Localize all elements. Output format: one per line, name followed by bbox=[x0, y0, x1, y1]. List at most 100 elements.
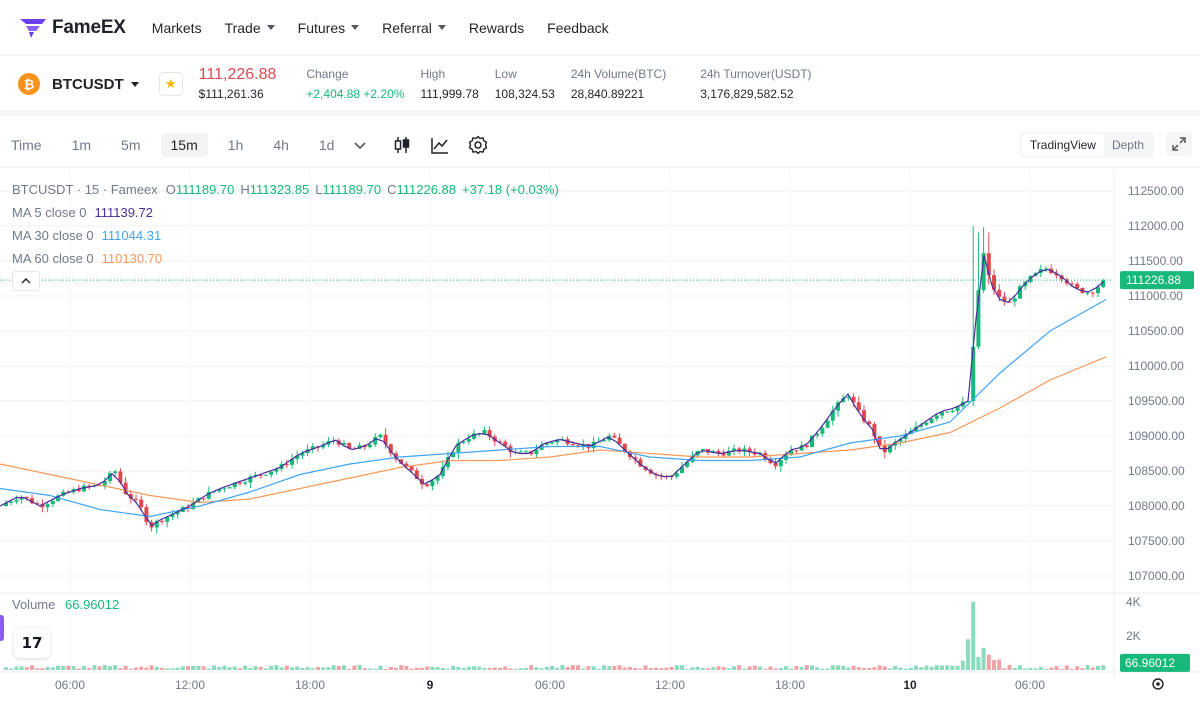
nav-trade[interactable]: Trade bbox=[225, 20, 275, 36]
volume-bar bbox=[316, 666, 320, 670]
candle-body bbox=[981, 253, 986, 291]
candle-body bbox=[425, 484, 430, 487]
nav-rewards[interactable]: Rewards bbox=[469, 20, 524, 36]
volume-bar bbox=[851, 665, 856, 670]
candle-body bbox=[768, 459, 773, 464]
volume-bar bbox=[664, 667, 669, 670]
candle-body bbox=[472, 433, 476, 439]
tradingview-logo-icon[interactable]: 17 bbox=[14, 628, 50, 658]
volume-bar bbox=[108, 666, 112, 670]
volume-bar bbox=[274, 665, 279, 670]
volume-value: 66.96012 bbox=[65, 597, 120, 612]
favorite-star-button[interactable]: ★ bbox=[158, 72, 183, 96]
candle-body bbox=[222, 488, 227, 490]
candle-body bbox=[414, 470, 419, 479]
volume-bar bbox=[45, 666, 50, 670]
volume-bar bbox=[882, 666, 887, 670]
volume-bar bbox=[56, 665, 60, 670]
volume-bar bbox=[929, 666, 934, 670]
candle-body bbox=[4, 502, 8, 506]
candle-body bbox=[747, 448, 752, 453]
volume-bar bbox=[456, 666, 461, 670]
candle-body bbox=[274, 469, 279, 472]
candle-body bbox=[919, 424, 924, 427]
candle-body bbox=[997, 289, 1002, 297]
volume-bar bbox=[1012, 668, 1017, 670]
candle-body bbox=[815, 433, 820, 436]
chart-legend: BTCUSDT · 15 · Fameex O 111189.70 H 111323… bbox=[12, 178, 565, 270]
volume-bar bbox=[971, 601, 976, 670]
volume-bar bbox=[1101, 665, 1106, 670]
volume-bar bbox=[893, 665, 898, 670]
candle-body bbox=[269, 471, 274, 475]
volume-bar bbox=[440, 667, 445, 670]
view-tradingview[interactable]: TradingView bbox=[1021, 134, 1104, 156]
volume-bar bbox=[763, 668, 768, 670]
volume-bar bbox=[253, 666, 258, 670]
collapse-legend-button[interactable] bbox=[12, 271, 40, 291]
volume-bar bbox=[352, 665, 357, 670]
volume-bar bbox=[758, 666, 762, 670]
price-chart[interactable]: 112500.00 112000.00 111500.00 111000.00 1105… bbox=[0, 170, 1200, 697]
candle-body bbox=[732, 448, 736, 451]
symbol-selector[interactable]: BTCUSDT bbox=[52, 76, 139, 93]
fullscreen-button[interactable] bbox=[1166, 132, 1192, 156]
interval-time[interactable]: Time bbox=[11, 136, 42, 153]
candle-body bbox=[680, 467, 684, 474]
side-panel-tab[interactable] bbox=[0, 615, 4, 641]
nav-markets[interactable]: Markets bbox=[152, 20, 202, 36]
volume-bar bbox=[466, 666, 471, 670]
volume-bar bbox=[196, 665, 201, 670]
gear-icon[interactable] bbox=[466, 133, 490, 157]
candlestick-icon[interactable] bbox=[390, 133, 414, 157]
last-price-tag bbox=[1120, 271, 1194, 290]
interval-1h[interactable]: 1h bbox=[227, 136, 244, 153]
nav-referral[interactable]: Referral bbox=[382, 20, 446, 36]
interval-1d[interactable]: 1d bbox=[318, 136, 335, 153]
stat-label: Change bbox=[306, 67, 349, 81]
volume-bar bbox=[180, 666, 185, 670]
interval-4h[interactable]: 4h bbox=[273, 136, 289, 153]
interval-1m[interactable]: 1m bbox=[71, 136, 92, 153]
stat-label: Low bbox=[494, 67, 517, 81]
interval-15m[interactable]: 15m bbox=[160, 132, 208, 157]
ma60-value: 110130.70 bbox=[101, 251, 163, 266]
volume-bar bbox=[560, 664, 565, 670]
candle-body bbox=[799, 445, 804, 451]
brand-logo[interactable]: FameEX bbox=[20, 17, 126, 39]
volume-bar bbox=[617, 665, 622, 670]
price-block: 111,226.88 $111,261.36 bbox=[199, 65, 277, 103]
candle-body bbox=[97, 485, 102, 487]
volume-bar bbox=[856, 667, 861, 670]
time-axis-label: 18:00 bbox=[775, 678, 805, 692]
ohlc-row: BTCUSDT · 15 · Fameex O 111189.70 H 111323… bbox=[12, 178, 565, 201]
candle-body bbox=[446, 457, 450, 468]
candle-body bbox=[1002, 296, 1007, 302]
volume-bar bbox=[144, 667, 149, 670]
stat-value: 108,324.53 bbox=[494, 87, 555, 101]
chart-canvas[interactable]: 112500.00 112000.00 111500.00 111000.00 1105… bbox=[0, 170, 1200, 697]
volume-bar bbox=[945, 665, 950, 670]
nav-feedback[interactable]: Feedback bbox=[547, 20, 608, 36]
candle-body bbox=[461, 441, 466, 443]
candle-body bbox=[238, 482, 242, 484]
indicators-icon[interactable] bbox=[428, 133, 452, 157]
candle-body bbox=[524, 451, 528, 453]
volume-axis-label: 2K bbox=[1126, 629, 1141, 643]
volume-bar bbox=[622, 667, 627, 670]
volume-bar bbox=[841, 665, 846, 670]
volume-bar bbox=[35, 668, 40, 670]
more-intervals-chevron-icon[interactable] bbox=[348, 133, 372, 157]
view-depth[interactable]: Depth bbox=[1111, 138, 1144, 152]
candle-body bbox=[30, 498, 34, 504]
interval-5m[interactable]: 5m bbox=[121, 136, 141, 153]
candle-body bbox=[310, 446, 315, 450]
volume-bar bbox=[596, 668, 601, 670]
candle-body bbox=[388, 444, 393, 454]
volume-bar bbox=[934, 665, 939, 670]
nav-futures[interactable]: Futures bbox=[298, 20, 360, 36]
candle-body bbox=[992, 275, 996, 290]
ma30-value: 111044.31 bbox=[101, 228, 162, 243]
volume-bar bbox=[373, 668, 378, 670]
candle-body bbox=[227, 487, 232, 489]
